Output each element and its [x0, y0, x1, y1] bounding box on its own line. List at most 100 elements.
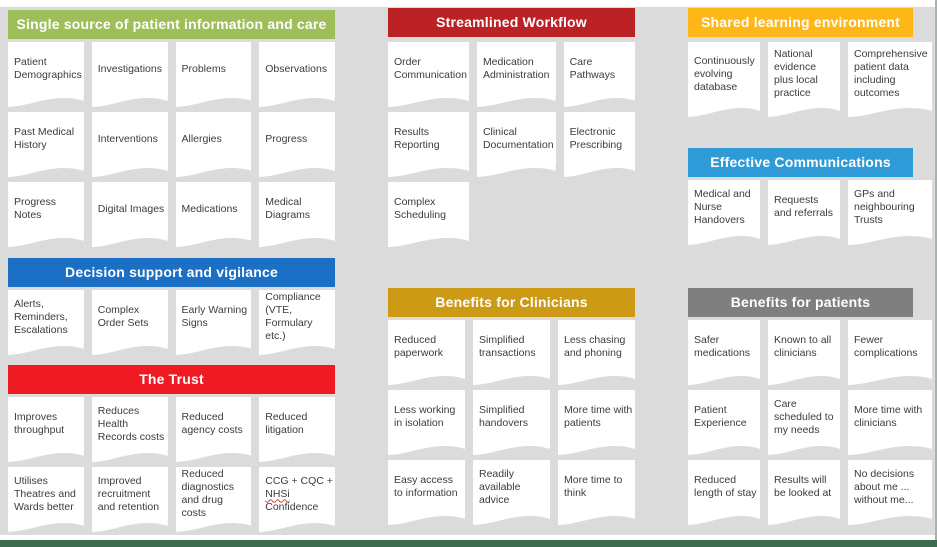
note-card-label: No decisions about me ... without me...	[854, 467, 915, 506]
card-wave-edge	[8, 449, 84, 462]
note-card-label: Clinical Documentation	[482, 126, 554, 151]
note-card: Order Communication	[388, 42, 469, 108]
card-wave-edge	[8, 164, 84, 177]
note-card-label: Interventions	[97, 132, 158, 145]
note-card-label: Reduced diagnostics and drug costs	[181, 468, 235, 519]
note-card-label: GPs and neighbouring Trusts	[854, 187, 915, 226]
note-card-body	[563, 112, 635, 165]
note-card: More time with clinicians	[848, 390, 932, 456]
note-card: Early Warning Signs	[175, 290, 252, 356]
note-card-label: Simplified transactions	[479, 334, 536, 359]
note-card: Allergies	[175, 112, 252, 178]
card-wave-edge	[8, 234, 84, 247]
note-card-body	[768, 460, 840, 513]
note-card: Reduced agency costs	[175, 397, 252, 463]
note-card-body	[848, 460, 932, 513]
note-card-body	[8, 397, 84, 450]
note-card-label: Reduced paperwork	[394, 334, 444, 359]
note-card-label: Medical and Nurse Handovers	[694, 187, 751, 226]
note-card: Progress Notes	[8, 182, 84, 248]
note-card: Alerts, Reminders, Escalations	[8, 290, 84, 356]
note-card-label: Complex Scheduling	[394, 196, 446, 221]
note-card-label: Less working in isolation	[394, 404, 456, 429]
note-card-label: Order Communication	[394, 56, 467, 81]
note-card-label: Safer medications	[694, 334, 751, 359]
note-card-label: Readily available advice	[479, 467, 521, 506]
note-card: More time to think	[558, 460, 635, 526]
right-edge-border	[935, 0, 937, 540]
note-card: Problems	[175, 42, 252, 108]
card-wave-edge	[558, 442, 635, 455]
note-card: No decisions about me ... without me...	[848, 460, 932, 526]
note-card-body	[259, 182, 335, 235]
note-card: Simplified handovers	[473, 390, 550, 456]
note-card-label: Progress Notes	[14, 196, 57, 221]
note-card-body	[688, 180, 760, 233]
card-wave-edge	[848, 104, 932, 117]
card-grid-shared-learning: Continuously evolving database National …	[688, 42, 932, 118]
note-card-body	[259, 42, 335, 95]
card-wave-edge	[688, 512, 760, 525]
note-card-body	[91, 112, 168, 165]
note-card-body	[848, 180, 932, 233]
card-wave-edge	[848, 372, 932, 385]
note-card-label: More time with patients	[564, 404, 633, 429]
note-card-label: Comprehensive patient data including out…	[854, 48, 928, 99]
card-wave-edge	[175, 519, 252, 532]
note-card-label: Continuously evolving database	[694, 54, 755, 93]
note-card-body	[476, 42, 556, 95]
note-card: Less working in isolation	[388, 390, 465, 456]
card-wave-edge	[473, 442, 550, 455]
note-card: Reduced litigation	[259, 397, 335, 463]
note-card-body	[91, 182, 168, 235]
note-card-label: Observations	[265, 62, 328, 75]
note-card-body	[175, 290, 252, 343]
card-wave-edge	[91, 164, 168, 177]
card-wave-edge	[688, 442, 760, 455]
note-card-label: Digital Images	[97, 202, 165, 215]
note-card-body	[91, 467, 168, 520]
note-card: More time with patients	[558, 390, 635, 456]
note-card: Utilises Theatres and Wards better	[8, 467, 84, 533]
note-card-label: Reduced litigation	[265, 411, 308, 436]
note-card-body	[8, 112, 84, 165]
note-card-label: Complex Order Sets	[97, 304, 149, 329]
card-wave-edge	[8, 94, 84, 107]
note-card: Reduced length of stay	[688, 460, 760, 526]
card-wave-edge	[768, 442, 840, 455]
note-card: Improves throughput	[8, 397, 84, 463]
note-card-label: Patient Experience	[694, 404, 747, 429]
note-card-body	[558, 320, 635, 373]
section-header-single-source: Single source of patient information and…	[8, 10, 335, 39]
note-card-body	[473, 320, 550, 373]
card-wave-edge	[91, 342, 168, 355]
note-card-label: Compliance (VTE, Formulary etc.)	[265, 291, 321, 342]
section-header-decision-support: Decision support and vigilance	[8, 258, 335, 287]
card-wave-edge	[476, 94, 556, 107]
note-card: Investigations	[91, 42, 168, 108]
note-card-body	[388, 42, 469, 95]
note-card-body	[175, 467, 252, 520]
card-grid-streamlined-workflow: Order Communication Medication Administr…	[388, 42, 635, 248]
card-wave-edge	[259, 449, 335, 462]
note-card: Patient Experience	[688, 390, 760, 456]
card-wave-edge	[259, 342, 335, 355]
note-card-body	[388, 320, 465, 373]
note-card-body	[388, 112, 469, 165]
note-card-ccg: CCG + CQC + NHSi Confidence	[259, 467, 335, 533]
card-wave-edge	[259, 94, 335, 107]
note-card-body	[259, 112, 335, 165]
note-card: Safer medications	[688, 320, 760, 386]
note-card-body	[259, 397, 335, 450]
note-card: Interventions	[91, 112, 168, 178]
card-wave-edge	[388, 234, 469, 247]
section-header-benefits-clinicians: Benefits for Clinicians	[388, 288, 635, 317]
note-card-body	[688, 320, 760, 373]
note-card-label: Medication Administration	[482, 56, 550, 81]
note-card-body	[768, 320, 840, 373]
note-card: Medications	[175, 182, 252, 248]
card-wave-edge	[388, 372, 465, 385]
card-wave-edge	[848, 442, 932, 455]
note-card: Care scheduled to my needs	[768, 390, 840, 456]
card-wave-edge	[848, 232, 932, 245]
